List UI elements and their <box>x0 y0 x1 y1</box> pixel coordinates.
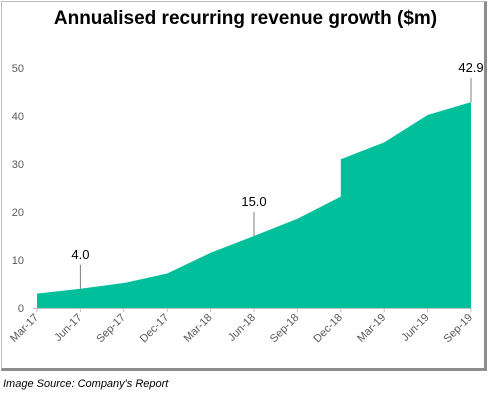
revenue-area <box>37 102 471 308</box>
image-source-note: Image Source: Company's Report <box>3 378 169 390</box>
data-label: 15.0 <box>241 194 266 209</box>
y-tick-label: 40 <box>12 111 24 123</box>
y-tick-label: 20 <box>12 207 24 219</box>
x-tick-label: Jun-17 <box>52 312 84 344</box>
y-tick-label: 30 <box>12 159 24 171</box>
x-tick-label: Dec-17 <box>138 312 172 346</box>
x-tick-label: Sep-19 <box>442 312 476 346</box>
y-tick-label: 0 <box>18 303 24 315</box>
x-tick-label: Mar-19 <box>355 312 388 345</box>
data-label: 42.9 <box>458 60 483 75</box>
chart-title: Annualised recurring revenue growth ($m) <box>53 8 438 29</box>
data-label: 4.0 <box>71 247 89 262</box>
y-tick-label: 50 <box>12 63 24 75</box>
x-tick-label: Mar-17 <box>8 312 41 345</box>
x-tick-label: Dec-18 <box>311 312 345 346</box>
x-tick-label: Mar-18 <box>182 312 215 345</box>
x-tick-label: Jun-18 <box>226 312 258 344</box>
x-tick-label: Sep-17 <box>94 312 128 346</box>
x-tick-label: Sep-18 <box>268 312 302 346</box>
y-tick-label: 10 <box>12 255 24 267</box>
x-tick-label: Jun-19 <box>399 312 431 344</box>
